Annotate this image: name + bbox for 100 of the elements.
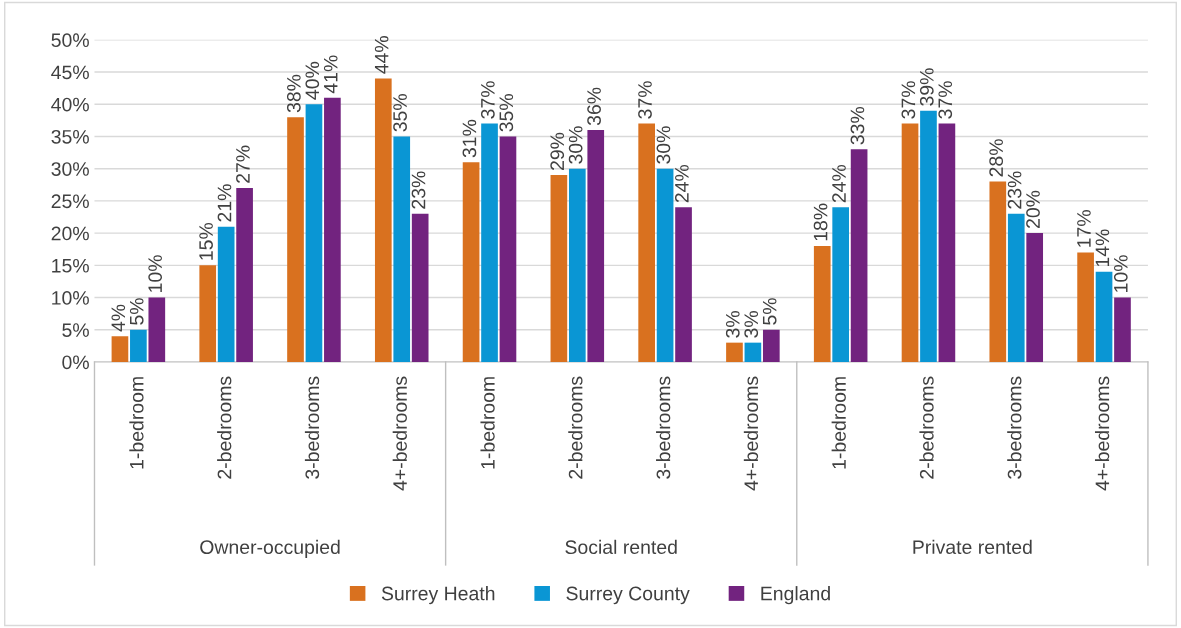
- bar: [287, 117, 304, 362]
- data-label: 40%: [305, 61, 320, 100]
- data-label: 33%: [850, 106, 865, 145]
- data-label: 23%: [411, 171, 426, 209]
- data-label: 5%: [762, 298, 777, 325]
- bar: [305, 104, 323, 362]
- data-label: 10%: [1113, 255, 1128, 292]
- bar: [199, 265, 217, 362]
- bar: [989, 181, 1007, 362]
- y-tick-label: 25%: [51, 194, 89, 209]
- bar: [762, 329, 780, 362]
- data-label: 27%: [236, 145, 250, 183]
- data-label: 39%: [919, 68, 934, 106]
- data-label: 37%: [938, 81, 953, 119]
- data-label: 18%: [813, 203, 828, 241]
- data-label: 44%: [374, 36, 389, 74]
- data-label: 30%: [568, 126, 583, 164]
- y-tick-label: 35%: [51, 129, 89, 144]
- y-tick-label: 15%: [52, 258, 89, 273]
- x-tick-label: 2-bedrooms: [217, 376, 232, 479]
- bar: [744, 342, 762, 362]
- data-label: 30%: [656, 126, 671, 164]
- data-label: 14%: [1095, 229, 1110, 267]
- data-label: 37%: [480, 81, 495, 119]
- bar: [130, 329, 147, 362]
- x-tick-label: 4+-bedrooms: [743, 376, 759, 491]
- y-tick-label: 10%: [52, 291, 89, 305]
- data-label: 15%: [199, 222, 213, 260]
- bar: [675, 207, 692, 362]
- data-label: 38%: [286, 74, 301, 113]
- data-label: 10%: [148, 255, 163, 292]
- bar: [1077, 252, 1094, 362]
- bar: [813, 246, 831, 362]
- x-tick-label: 3-bedrooms: [656, 376, 671, 479]
- bar: [236, 188, 253, 362]
- data-label: 37%: [901, 81, 916, 119]
- data-label: 3%: [744, 311, 759, 338]
- bar: [656, 168, 674, 362]
- bar: [1095, 271, 1113, 362]
- x-tick-label: 4+-bedrooms: [392, 376, 407, 491]
- data-label: 3%: [725, 311, 740, 338]
- y-tick-label: 0%: [62, 355, 89, 370]
- data-label: 23%: [1007, 171, 1022, 209]
- text: Owner-occupied: [200, 539, 340, 558]
- bar: [550, 175, 568, 362]
- bar: [568, 168, 586, 362]
- x-tick-label: 2-bedrooms: [919, 376, 934, 479]
- bar: [920, 110, 937, 362]
- bar: [1114, 297, 1131, 362]
- bar: [587, 130, 605, 362]
- x-tick-label: 1-bedroom: [480, 377, 495, 469]
- bar: [324, 97, 341, 362]
- bar: [217, 226, 235, 362]
- data-label: 24%: [674, 164, 689, 203]
- bar: [1026, 233, 1044, 362]
- data-label: 29%: [550, 132, 565, 170]
- bar: [148, 297, 166, 362]
- data-label: 35%: [499, 94, 514, 132]
- y-tick-label: 20%: [51, 226, 89, 241]
- data-label: 28%: [989, 139, 1004, 177]
- y-tick-label: 45%: [51, 65, 89, 80]
- bar: [393, 136, 411, 362]
- data-label: 36%: [587, 87, 601, 126]
- bar: [462, 162, 480, 362]
- bar: [901, 123, 919, 362]
- legend-label: England: [761, 586, 830, 605]
- y-tick-label: 40%: [51, 97, 89, 112]
- x-tick-label: 3-bedrooms: [1007, 376, 1022, 479]
- bar: [938, 123, 956, 362]
- y-tick-label: 30%: [51, 162, 89, 176]
- text: Private rented: [913, 539, 1032, 555]
- data-label: 21%: [217, 184, 232, 222]
- x-tick-label: 1-bedroom: [129, 377, 144, 469]
- x-tick-label: 4+-bedrooms: [1094, 376, 1110, 491]
- bar: [850, 149, 868, 362]
- legend-label: Surrey Heath: [381, 586, 495, 605]
- bar: [499, 136, 517, 362]
- bar: [638, 123, 655, 362]
- data-label: 24%: [832, 164, 846, 203]
- data-label: 20%: [1026, 190, 1040, 228]
- x-tick-label: 2-bedrooms: [568, 376, 583, 479]
- text: Social rented: [565, 539, 677, 555]
- data-label: 17%: [1077, 210, 1091, 247]
- x-tick-label: 3-bedrooms: [304, 376, 320, 479]
- x-tick-label: 1-bedroom: [831, 377, 846, 469]
- y-tick-label: 50%: [51, 33, 89, 48]
- bar: [1007, 213, 1025, 362]
- data-label: 35%: [393, 94, 407, 132]
- bar: [481, 123, 498, 362]
- data-label: 31%: [462, 119, 477, 158]
- bar: [832, 207, 850, 362]
- bar: [374, 78, 392, 362]
- data-label: 37%: [638, 81, 652, 119]
- y-tick-label: 5%: [62, 323, 89, 337]
- bar: [411, 213, 429, 362]
- legend-label: Surrey County: [566, 586, 690, 605]
- data-label: 41%: [323, 55, 338, 94]
- bar: [111, 336, 129, 362]
- data-label: 5%: [129, 298, 144, 325]
- data-label: 4%: [111, 304, 126, 332]
